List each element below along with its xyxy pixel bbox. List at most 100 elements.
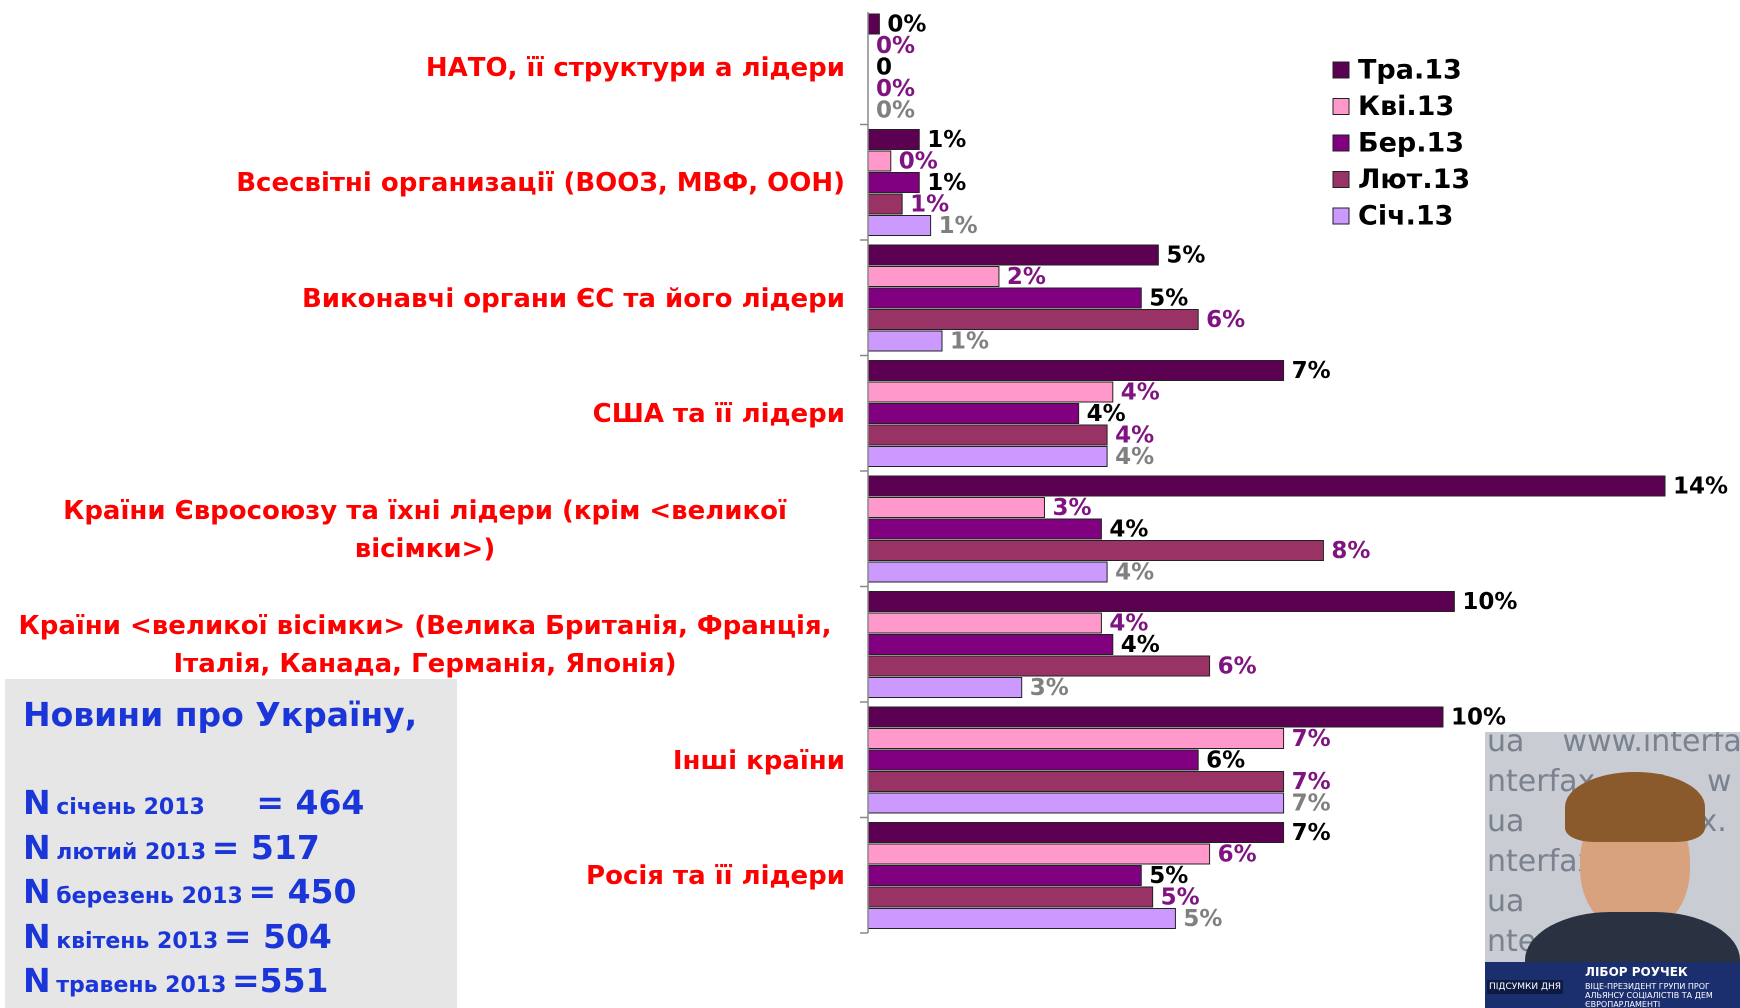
month: травень 2013 — [56, 973, 226, 998]
bar — [868, 823, 1284, 843]
value-label: 5% — [1166, 243, 1205, 269]
value-label: 6% — [1218, 654, 1257, 680]
sample-row: N квітень 2013 = 504 — [23, 917, 332, 956]
sample-row: N березень 2013 = 450 — [23, 872, 356, 911]
bar — [868, 14, 879, 34]
value-label: 4% — [1121, 380, 1160, 406]
sample-size: = 504 — [224, 917, 332, 956]
sample-row: N січень 2013 = 464 — [23, 783, 364, 822]
bar — [868, 656, 1210, 676]
n-label: N — [23, 961, 51, 1000]
bar — [868, 707, 1443, 727]
bar — [868, 288, 1141, 308]
news-box: Новини про Україну, N січень 2013 = 464N… — [5, 679, 457, 1008]
sample-size: =551 — [232, 961, 329, 1000]
value-label: 10% — [1462, 589, 1517, 615]
bar — [868, 151, 891, 171]
value-label: 10% — [1451, 705, 1506, 731]
value-label: 7% — [1292, 820, 1331, 846]
category-label: США та її лідери — [593, 395, 845, 433]
bar — [868, 331, 942, 351]
bar — [868, 635, 1113, 655]
category-label: Всесвітні организації (ВООЗ, МВФ, ООН) — [236, 164, 845, 202]
value-label: 7% — [1292, 358, 1331, 384]
value-label: 3% — [1052, 495, 1091, 521]
bar — [868, 447, 1107, 467]
legend-swatch — [1333, 99, 1349, 115]
bar — [868, 519, 1101, 539]
bar — [868, 592, 1454, 612]
legend-label: Бер.13 — [1358, 128, 1464, 159]
bar — [868, 245, 1158, 265]
value-label: 2% — [1007, 264, 1046, 290]
value-label: 1% — [939, 213, 978, 239]
speaker-hair — [1565, 772, 1705, 842]
bar — [868, 173, 919, 193]
bar — [868, 866, 1141, 886]
bar — [868, 887, 1153, 907]
value-label: 4% — [1109, 517, 1148, 543]
bar — [868, 729, 1284, 749]
sample-size: = 517 — [212, 828, 320, 867]
category-label: Країни <великої вісімки> (Велика Британі… — [5, 607, 845, 683]
legend-swatch — [1333, 208, 1349, 224]
news-title: Новини про Україну, — [23, 695, 417, 734]
category-label: Країни Євросоюзу та їхні лідери (крім <в… — [5, 492, 845, 568]
bar — [868, 678, 1022, 698]
bar — [868, 130, 919, 150]
bar — [868, 425, 1107, 445]
bar — [868, 361, 1284, 381]
bar — [868, 541, 1323, 561]
bar — [868, 404, 1079, 424]
page: 0%0%00%0%1%0%1%1%1%5%2%5%6%1%7%4%4%4%4%1… — [0, 0, 1740, 1008]
month: березень 2013 — [56, 884, 243, 909]
category-label: Інші країни — [673, 742, 845, 780]
speaker-name: ЛІБОР РОУЧЕК — [1585, 965, 1688, 979]
value-label: 4% — [1121, 632, 1160, 658]
sample-row: N лютий 2013 = 517 — [23, 828, 320, 867]
n-label: N — [23, 828, 51, 867]
legend-label: Кві.13 — [1358, 91, 1454, 122]
value-label: 6% — [1206, 307, 1245, 333]
bar — [868, 750, 1198, 770]
n-label: N — [23, 783, 51, 822]
bar — [868, 216, 931, 236]
sample-row: N травень 2013 =551 — [23, 961, 329, 1000]
value-label: 0% — [876, 98, 915, 124]
bar — [868, 909, 1175, 929]
watermark-text: ua www.interfax. — [1487, 732, 1740, 759]
category-label: Росія та її лідери — [586, 857, 845, 895]
bar — [868, 267, 999, 287]
value-label: 14% — [1673, 474, 1728, 500]
caption-bar: ПІДСУМКИ ДНЯ ЛІБОР РОУЧЕК ВІЦЕ-ПРЕЗИДЕНТ… — [1485, 962, 1740, 1008]
value-label: 6% — [1206, 748, 1245, 774]
legend-label: Лют.13 — [1358, 164, 1470, 195]
month: квітень 2013 — [56, 929, 218, 954]
sample-size: = 464 — [210, 783, 364, 822]
value-label: 6% — [1218, 842, 1257, 868]
speaker-role: ВІЦЕ-ПРЕЗИДЕНТ ГРУПИ ПРОГ АЛЬЯНСУ СОЦІАЛ… — [1585, 982, 1740, 1008]
value-label: 4% — [1115, 444, 1154, 470]
bar — [868, 382, 1113, 402]
category-label: НАТО, її структури а лідери — [426, 49, 845, 87]
legend-swatch — [1333, 172, 1349, 188]
bar — [868, 613, 1101, 633]
bar — [868, 562, 1107, 582]
legend-label: Тра.13 — [1358, 55, 1462, 86]
value-label: 7% — [1292, 791, 1331, 817]
month: січень 2013 — [56, 795, 205, 820]
legend-swatch — [1333, 62, 1349, 78]
value-label: 5% — [1149, 286, 1188, 312]
bar — [868, 793, 1284, 813]
category-label: Виконавчі органи ЄС та його лідери — [302, 280, 845, 318]
month: лютий 2013 — [56, 840, 206, 865]
value-label: 4% — [1115, 560, 1154, 586]
value-label: 1% — [950, 329, 989, 355]
value-label: 3% — [1030, 675, 1069, 701]
bar — [868, 772, 1284, 792]
watermark-text: ua — [1487, 884, 1524, 919]
legend-swatch — [1333, 135, 1349, 151]
bar — [868, 498, 1044, 518]
value-label: 5% — [1183, 906, 1222, 932]
